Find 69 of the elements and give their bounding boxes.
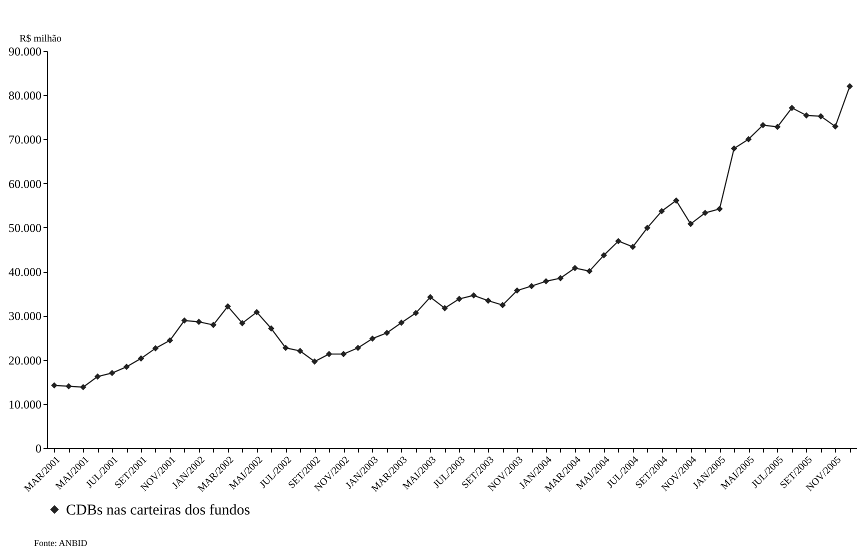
point	[398, 320, 405, 326]
point	[832, 123, 838, 130]
point	[311, 358, 318, 365]
point	[788, 104, 796, 112]
point	[716, 206, 723, 212]
point	[673, 197, 680, 204]
point	[615, 238, 622, 244]
point	[108, 370, 116, 376]
point	[514, 287, 520, 294]
point	[803, 112, 810, 119]
point	[730, 145, 738, 152]
y-tick-label: 40.000	[8, 265, 42, 280]
point	[66, 383, 72, 390]
y-tick-label: 90.000	[8, 44, 42, 58]
y-tick-label: 70.000	[8, 132, 42, 147]
y-tick-label: 0	[36, 442, 42, 456]
point	[326, 350, 332, 358]
legend-label: CDBs nas carteiras dos fundos	[66, 502, 250, 518]
point	[846, 83, 853, 90]
point	[282, 344, 289, 352]
point	[51, 382, 58, 389]
point	[818, 113, 824, 120]
point	[369, 335, 376, 342]
point	[254, 308, 260, 316]
point	[210, 322, 216, 328]
point	[152, 345, 159, 352]
point	[644, 224, 650, 232]
point	[384, 330, 390, 336]
y-tick-label: 50.000	[8, 220, 42, 235]
point	[239, 320, 246, 326]
point	[542, 278, 550, 284]
point	[485, 298, 492, 304]
point	[354, 344, 362, 352]
y-tick-label: 60.000	[8, 176, 42, 191]
point	[166, 337, 174, 344]
point	[94, 373, 101, 380]
point	[123, 364, 130, 370]
point	[760, 122, 766, 128]
point	[688, 220, 694, 228]
point	[774, 124, 781, 130]
point	[470, 292, 477, 299]
source-note: Fonte: ANBID	[34, 538, 88, 548]
point	[442, 305, 448, 312]
point	[702, 210, 708, 216]
point	[600, 252, 608, 258]
point	[340, 350, 347, 358]
y-tick-label: 80.000	[8, 88, 42, 103]
point	[138, 355, 144, 362]
point	[528, 282, 535, 290]
point	[499, 302, 506, 308]
point	[224, 303, 231, 310]
point	[630, 244, 636, 250]
point	[80, 384, 86, 390]
point	[412, 310, 419, 316]
point	[456, 296, 462, 302]
point	[658, 208, 665, 214]
point	[196, 318, 202, 326]
point	[427, 294, 434, 300]
y-tick-label: 10.000	[8, 397, 42, 412]
point	[572, 264, 578, 272]
point	[586, 268, 593, 274]
y-axis-title: R$ milhão	[20, 34, 62, 44]
point	[268, 325, 274, 332]
y-tick-label: 20.000	[8, 353, 42, 368]
point	[181, 317, 188, 324]
point	[296, 348, 304, 354]
point	[745, 136, 752, 142]
point	[557, 275, 564, 282]
y-tick-label: 30.000	[8, 309, 42, 324]
